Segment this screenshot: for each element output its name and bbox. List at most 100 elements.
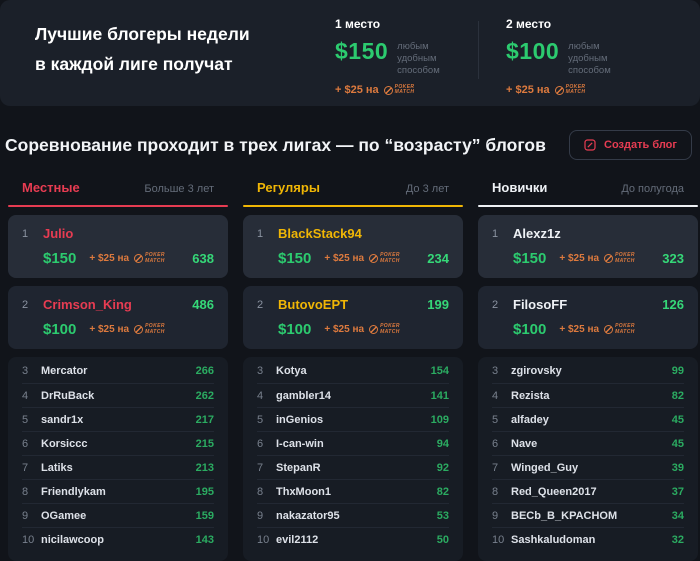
table-row: 8 Friendlykam 195 (22, 479, 214, 503)
table-row: 5 inGenios 109 (257, 407, 449, 431)
player-name[interactable]: Crimson_King (43, 297, 132, 312)
prize-bonus: + $25 на (324, 324, 365, 335)
player-name[interactable]: BlackStack94 (278, 226, 362, 241)
leader-card-second: 2 Crimson_King 486 $100 + $25 на POKER MA… (8, 286, 228, 349)
rank: 2 (257, 298, 264, 311)
player-name[interactable]: sandr1x (41, 413, 84, 426)
player-score: 34 (671, 509, 684, 522)
player-name[interactable]: Sashkaludoman (511, 533, 596, 546)
create-blog-button[interactable]: Создать блог (569, 130, 692, 160)
player-name[interactable]: Rezista (511, 389, 550, 402)
league-column-locals: Местные Больше 3 лет 1 Julio $150 + $25 … (8, 172, 228, 561)
player-score: 53 (436, 509, 449, 522)
player-score: 234 (427, 251, 449, 266)
player-score: 45 (671, 413, 684, 426)
banner-divider (478, 21, 479, 79)
leagues-container: Местные Больше 3 лет 1 Julio $150 + $25 … (0, 172, 700, 561)
table-row: 9 BECb_B_KPACHOM 34 (492, 503, 684, 527)
player-name[interactable]: Alexz1z (513, 226, 561, 241)
player-name[interactable]: ThxMoon1 (276, 485, 331, 498)
table-row: 6 Nave 45 (492, 431, 684, 455)
player-name[interactable]: gambler14 (276, 389, 332, 402)
pokermatch-icon (369, 254, 379, 263)
rank: 10 (257, 533, 270, 546)
player-name[interactable]: Latiks (41, 461, 73, 474)
player-name[interactable]: nicilawcoop (41, 533, 104, 546)
rank: 7 (492, 461, 499, 474)
table-row: 4 Rezista 82 (492, 383, 684, 407)
prize-amount: $150 (43, 250, 77, 267)
rank: 7 (257, 461, 264, 474)
prize-second-place: 2 место $100 любым удобным способом + $2… (506, 0, 638, 96)
player-name[interactable]: I-can-win (276, 437, 324, 450)
table-row: 10 Sashkaludoman 32 (492, 527, 684, 551)
player-name[interactable]: Friendlykam (41, 485, 106, 498)
player-name[interactable]: Korsiccc (41, 437, 88, 450)
league-age-label: Больше 3 лет (144, 183, 214, 195)
prize-amount: $150 (335, 38, 389, 64)
prize-amount: $100 (506, 38, 560, 64)
table-row: 8 Red_Queen2017 37 (492, 479, 684, 503)
rank: 8 (257, 485, 264, 498)
player-name[interactable]: BECb_B_KPACHOM (511, 509, 618, 522)
table-row: 5 alfadey 45 (492, 407, 684, 431)
league-age-label: До 3 лет (405, 183, 449, 195)
edit-icon (584, 139, 596, 151)
prize-bonus: + $25 на (506, 84, 550, 96)
rank: 5 (492, 413, 499, 426)
player-score: 82 (436, 485, 449, 498)
player-name[interactable]: StepanR (276, 461, 321, 474)
league-rows-panel: 3 zgirovsky 99 4 Rezista 82 5 alfadey 45 6 Nave… (478, 357, 698, 561)
banner-title-line2: в каждой лиге получат (35, 54, 233, 74)
pokermatch-word-top: POKER (394, 83, 415, 90)
player-name[interactable]: nakazator95 (276, 509, 340, 522)
player-score: 195 (195, 485, 214, 498)
player-name[interactable]: DrRuBack (41, 389, 95, 402)
player-name[interactable]: OGamee (41, 509, 87, 522)
table-row: 3 Kotya 154 (257, 359, 449, 383)
prize-amount: $150 (278, 250, 312, 267)
leader-card-second: 2 ButovoEPT 199 $100 + $25 на POKER MATCH (243, 286, 463, 349)
player-name[interactable]: alfadey (511, 413, 549, 426)
table-row: 9 nakazator95 53 (257, 503, 449, 527)
rank: 8 (492, 485, 499, 498)
player-name[interactable]: FilosoFF (513, 297, 568, 312)
pokermatch-logo: POKER MATCH (369, 252, 400, 264)
player-score: 213 (195, 461, 214, 474)
rank: 9 (492, 509, 499, 522)
prize-place-label: 1 место (335, 17, 381, 31)
player-name[interactable]: evil2112 (276, 533, 319, 546)
player-score: 37 (671, 485, 684, 498)
rank: 1 (492, 227, 499, 240)
player-score: 141 (430, 389, 449, 402)
league-title: Местные (22, 180, 80, 195)
player-name[interactable]: inGenios (276, 413, 324, 426)
player-name[interactable]: Winged_Guy (511, 461, 579, 474)
player-score: 126 (662, 297, 684, 312)
pokermatch-icon (134, 325, 144, 334)
player-score: 486 (192, 297, 214, 312)
player-score: 109 (430, 413, 449, 426)
pokermatch-logo: POKER MATCH (604, 323, 635, 335)
rank: 6 (22, 437, 29, 450)
pokermatch-logo: POKER MATCH (134, 252, 165, 264)
table-row: 9 OGamee 159 (22, 503, 214, 527)
player-score: 50 (436, 533, 449, 546)
player-name[interactable]: Mercator (41, 365, 88, 377)
player-name[interactable]: zgirovsky (511, 365, 562, 377)
rank: 6 (257, 437, 264, 450)
prize-bonus: + $25 на (335, 84, 379, 96)
rank: 7 (22, 461, 29, 474)
pokermatch-logo: POKER MATCH (383, 83, 415, 96)
pokermatch-icon (383, 85, 393, 95)
player-name[interactable]: Nave (511, 437, 538, 450)
player-name[interactable]: Red_Queen2017 (511, 485, 597, 498)
player-name[interactable]: ButovoEPT (278, 297, 349, 312)
player-name[interactable]: Julio (43, 226, 74, 241)
prize-place-label: 2 место (506, 17, 552, 31)
player-score: 94 (436, 437, 449, 450)
prize-bonus: + $25 на (559, 324, 600, 335)
player-name[interactable]: Kotya (276, 365, 307, 377)
table-row: 5 sandr1x 217 (22, 407, 214, 431)
leader-card-first: 1 Alexz1z $150 + $25 на POKER MATCH 323 (478, 215, 698, 278)
